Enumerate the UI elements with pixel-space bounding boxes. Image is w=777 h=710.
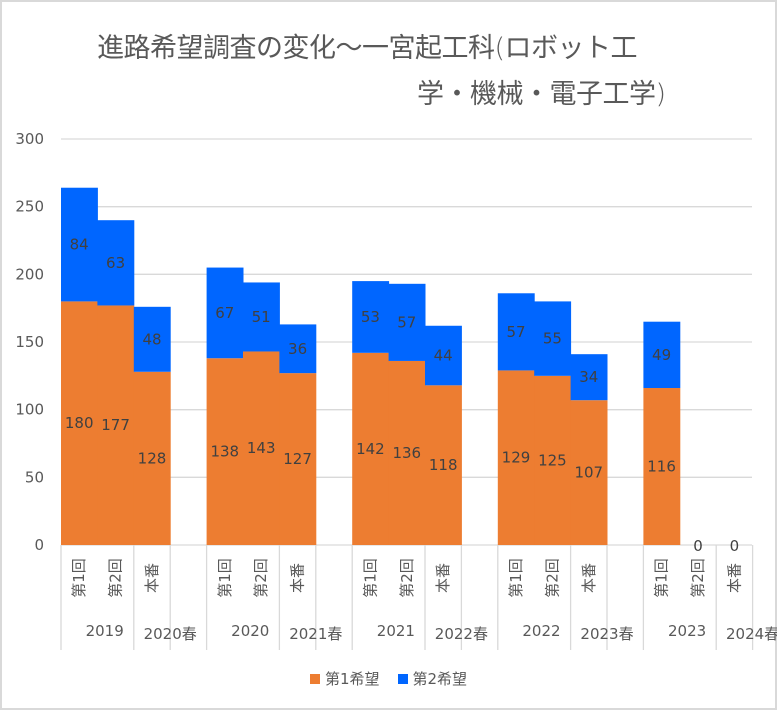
category-label: 第1回 bbox=[653, 558, 671, 598]
data-label: 51 bbox=[252, 308, 271, 326]
category-label: 第2回 bbox=[252, 558, 270, 598]
bar-first-choice bbox=[133, 371, 171, 545]
bar-first-choice bbox=[388, 360, 426, 545]
group-year-label: 2023 bbox=[668, 622, 706, 640]
data-label: 67 bbox=[215, 304, 234, 322]
data-label: 116 bbox=[647, 458, 676, 476]
data-label: 125 bbox=[538, 451, 567, 469]
bar-second-choice bbox=[643, 321, 681, 389]
data-label: 84 bbox=[70, 236, 89, 254]
chart-title-line-1: 進路希望調査の変化～一宮起工科(ロボット工 bbox=[97, 33, 638, 64]
data-label: 118 bbox=[429, 456, 458, 474]
data-label: 180 bbox=[65, 414, 94, 432]
category-label: 第2回 bbox=[107, 558, 125, 598]
bar-first-choice bbox=[206, 358, 244, 545]
data-label: 177 bbox=[101, 416, 130, 434]
data-label: 129 bbox=[502, 449, 531, 467]
legend-label-first-choice: 第1希望 bbox=[324, 670, 380, 688]
bar-second-choice bbox=[279, 324, 317, 374]
legend-item-first-choice: 第1希望 bbox=[309, 668, 380, 689]
bar-second-choice bbox=[97, 220, 135, 306]
bar-first-choice bbox=[352, 352, 390, 545]
y-tick-label: 250 bbox=[15, 198, 44, 216]
group-year-label: 2021 bbox=[377, 622, 415, 640]
bar-second-choice bbox=[133, 306, 171, 372]
y-tick-label: 50 bbox=[25, 468, 44, 486]
bar-first-choice bbox=[279, 373, 317, 545]
bar-second-choice bbox=[388, 283, 426, 361]
y-tick-label: 300 bbox=[15, 130, 44, 148]
bar-second-choice bbox=[352, 281, 390, 353]
bar-second-choice bbox=[497, 293, 535, 371]
category-label: 第2回 bbox=[543, 558, 561, 598]
chart-title-line-2: 学・機械・電子工学) bbox=[417, 79, 666, 110]
group-year-label: 2019 bbox=[86, 622, 124, 640]
y-tick-label: 100 bbox=[15, 401, 44, 419]
data-label: 55 bbox=[543, 330, 562, 348]
category-label: 本番 bbox=[580, 563, 598, 593]
data-label: 0 bbox=[730, 537, 740, 555]
group-spring-label: 2021春 bbox=[289, 625, 342, 643]
bar-first-choice bbox=[61, 301, 98, 545]
category-label: 第1回 bbox=[216, 558, 234, 598]
data-label: 48 bbox=[142, 330, 161, 348]
group-year-label: 2020 bbox=[231, 622, 269, 640]
category-label: 本番 bbox=[289, 563, 307, 593]
group-spring-label: 2022春 bbox=[435, 625, 488, 643]
category-label: 第2回 bbox=[689, 558, 707, 598]
legend-item-second-choice: 第2希望 bbox=[397, 668, 468, 689]
group-year-label: 2022 bbox=[522, 622, 560, 640]
category-label: 第1回 bbox=[70, 558, 88, 598]
data-label: 63 bbox=[106, 254, 125, 272]
bar-second-choice bbox=[206, 267, 244, 359]
data-label: 107 bbox=[574, 464, 603, 482]
data-label: 128 bbox=[138, 449, 167, 467]
bar-first-choice bbox=[497, 370, 535, 545]
y-tick-label: 150 bbox=[15, 333, 44, 351]
group-spring-label: 2024春 bbox=[726, 625, 777, 643]
data-label: 44 bbox=[434, 347, 453, 365]
data-label: 0 bbox=[693, 537, 703, 555]
bar-second-choice bbox=[61, 187, 98, 302]
y-tick-label: 0 bbox=[34, 536, 44, 554]
bar-first-choice bbox=[570, 400, 608, 545]
category-label: 第1回 bbox=[507, 558, 525, 598]
data-label: 136 bbox=[392, 444, 421, 462]
legend-swatch-first-choice bbox=[309, 673, 320, 684]
data-label: 143 bbox=[247, 439, 276, 457]
category-label: 本番 bbox=[143, 563, 161, 593]
category-label: 本番 bbox=[725, 563, 743, 593]
legend-swatch-second-choice bbox=[397, 673, 408, 684]
legend-label-second-choice: 第2希望 bbox=[412, 670, 468, 688]
category-label: 本番 bbox=[434, 563, 452, 593]
data-label: 138 bbox=[210, 443, 239, 461]
data-label: 57 bbox=[506, 323, 525, 341]
category-label: 第1回 bbox=[361, 558, 379, 598]
category-label: 第2回 bbox=[398, 558, 416, 598]
group-spring-label: 2020春 bbox=[144, 625, 197, 643]
data-label: 127 bbox=[283, 450, 312, 468]
bar-first-choice bbox=[643, 388, 681, 545]
data-label: 36 bbox=[288, 340, 307, 358]
bar-second-choice bbox=[570, 354, 608, 401]
group-spring-label: 2023春 bbox=[580, 625, 633, 643]
y-tick-label: 200 bbox=[15, 265, 44, 283]
bar-second-choice bbox=[425, 325, 462, 386]
data-label: 49 bbox=[652, 346, 671, 364]
data-label: 53 bbox=[361, 308, 380, 326]
bar-second-choice bbox=[243, 282, 280, 352]
bar-first-choice bbox=[534, 375, 572, 545]
legend: 第1希望 第2希望 bbox=[0, 668, 777, 689]
bar-first-choice bbox=[243, 351, 280, 545]
bar-second-choice bbox=[534, 301, 572, 376]
data-label: 34 bbox=[579, 368, 598, 386]
bar-first-choice bbox=[425, 385, 462, 545]
data-label: 142 bbox=[356, 440, 385, 458]
data-label: 57 bbox=[397, 313, 416, 331]
bar-first-choice bbox=[97, 305, 135, 545]
